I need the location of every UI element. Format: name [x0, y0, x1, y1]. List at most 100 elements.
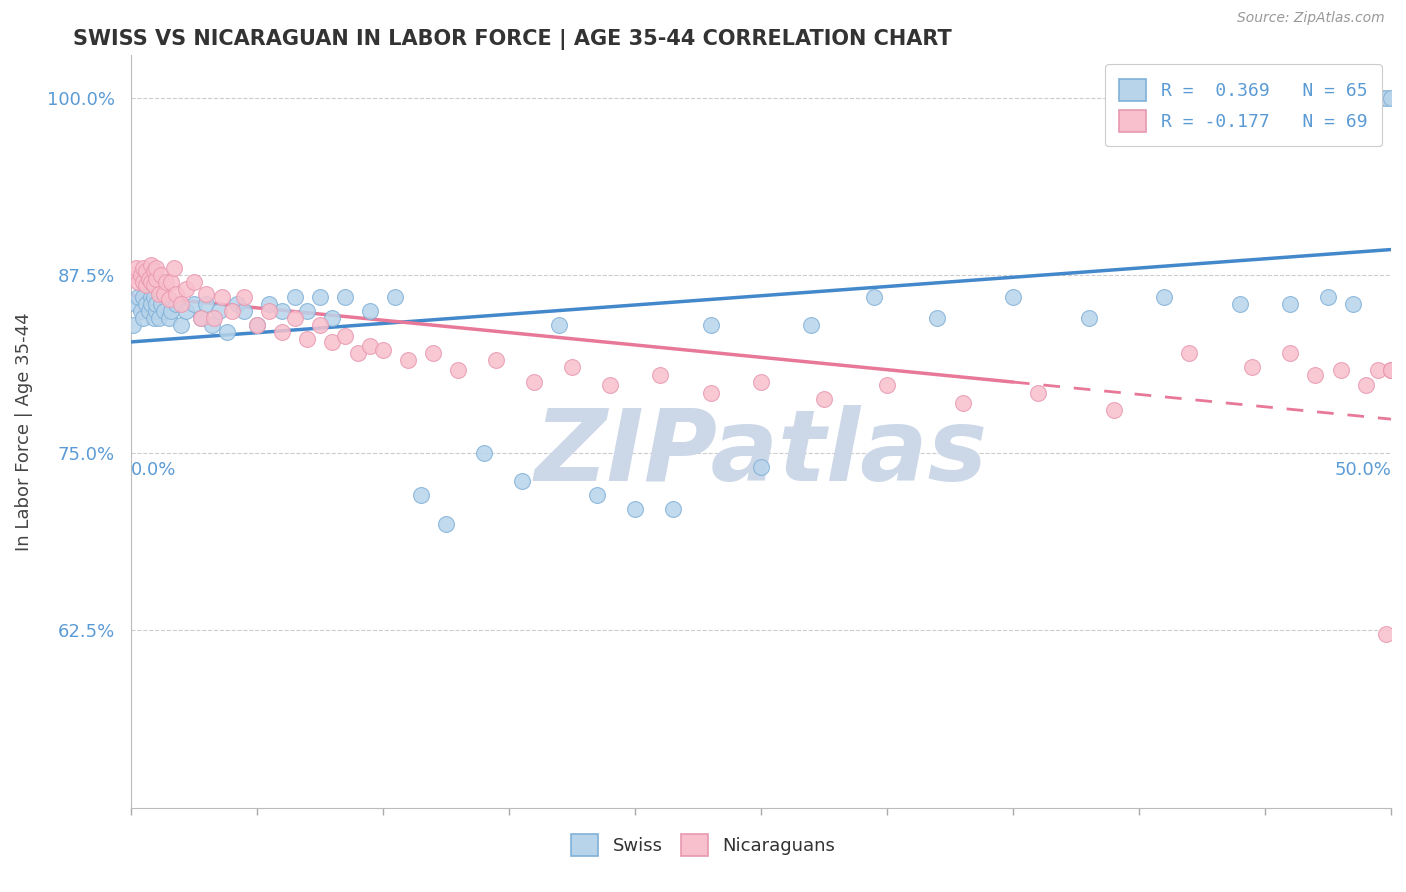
- Point: [952, 396, 974, 410]
- Point: [139, 296, 162, 310]
- Point: [1329, 363, 1351, 377]
- Point: [127, 289, 149, 303]
- Point: [1077, 310, 1099, 325]
- Point: [472, 445, 495, 459]
- Point: [661, 502, 683, 516]
- Point: [183, 296, 205, 310]
- Point: [127, 275, 149, 289]
- Point: [150, 296, 173, 310]
- Point: [170, 296, 193, 310]
- Point: [284, 289, 307, 303]
- Point: [122, 268, 145, 283]
- Point: [259, 303, 281, 318]
- Point: [233, 289, 256, 303]
- Point: [876, 377, 898, 392]
- Point: [190, 310, 212, 325]
- Point: [170, 318, 193, 332]
- Point: [211, 289, 233, 303]
- Point: [1279, 346, 1302, 360]
- Y-axis label: In Labor Force | Age 35-44: In Labor Force | Age 35-44: [15, 312, 32, 550]
- Point: [1379, 363, 1402, 377]
- Point: [1102, 403, 1125, 417]
- Point: [1354, 377, 1376, 392]
- Point: [157, 310, 180, 325]
- Point: [1241, 360, 1264, 375]
- Point: [132, 261, 155, 276]
- Point: [135, 296, 157, 310]
- Point: [599, 377, 621, 392]
- Point: [246, 318, 269, 332]
- Point: [142, 264, 165, 278]
- Point: [1305, 368, 1327, 382]
- Point: [800, 318, 823, 332]
- Point: [396, 353, 419, 368]
- Point: [333, 329, 356, 343]
- Point: [447, 363, 470, 377]
- Point: [157, 293, 180, 307]
- Point: [1375, 91, 1398, 105]
- Point: [1317, 289, 1340, 303]
- Point: [333, 289, 356, 303]
- Point: [1178, 346, 1201, 360]
- Point: [165, 296, 187, 310]
- Point: [271, 303, 294, 318]
- Point: [145, 272, 167, 286]
- Point: [561, 360, 583, 375]
- Point: [138, 272, 160, 286]
- Point: [145, 303, 167, 318]
- Point: [1375, 627, 1398, 641]
- Point: [176, 282, 198, 296]
- Point: [309, 318, 332, 332]
- Point: [190, 310, 212, 325]
- Point: [434, 516, 457, 531]
- Point: [1153, 289, 1175, 303]
- Point: [1026, 386, 1049, 401]
- Point: [142, 289, 165, 303]
- Point: [132, 275, 155, 289]
- Point: [145, 261, 167, 276]
- Point: [321, 310, 343, 325]
- Point: [195, 296, 218, 310]
- Point: [202, 310, 225, 325]
- Point: [548, 318, 571, 332]
- Point: [259, 296, 281, 310]
- Point: [152, 286, 174, 301]
- Text: Source: ZipAtlas.com: Source: ZipAtlas.com: [1237, 11, 1385, 25]
- Point: [384, 289, 406, 303]
- Point: [409, 488, 432, 502]
- Point: [160, 275, 183, 289]
- Point: [165, 286, 187, 301]
- Text: 0.0%: 0.0%: [131, 461, 176, 480]
- Point: [359, 339, 381, 353]
- Point: [510, 474, 533, 488]
- Point: [152, 303, 174, 318]
- Point: [297, 303, 319, 318]
- Point: [1279, 296, 1302, 310]
- Point: [1229, 296, 1251, 310]
- Point: [1369, 91, 1392, 105]
- Point: [523, 375, 546, 389]
- Point: [135, 278, 157, 293]
- Point: [148, 286, 170, 301]
- Point: [132, 289, 155, 303]
- Point: [1379, 363, 1402, 377]
- Point: [1379, 91, 1402, 105]
- Point: [122, 318, 145, 332]
- Point: [215, 325, 238, 339]
- Point: [221, 303, 243, 318]
- Point: [813, 392, 835, 406]
- Point: [142, 310, 165, 325]
- Point: [586, 488, 609, 502]
- Point: [163, 261, 186, 276]
- Point: [150, 268, 173, 283]
- Point: [346, 346, 368, 360]
- Point: [359, 303, 381, 318]
- Point: [371, 343, 394, 358]
- Point: [309, 289, 332, 303]
- Point: [139, 258, 162, 272]
- Point: [138, 303, 160, 318]
- Point: [129, 303, 152, 318]
- Point: [200, 318, 222, 332]
- Point: [1379, 363, 1402, 377]
- Point: [125, 296, 148, 310]
